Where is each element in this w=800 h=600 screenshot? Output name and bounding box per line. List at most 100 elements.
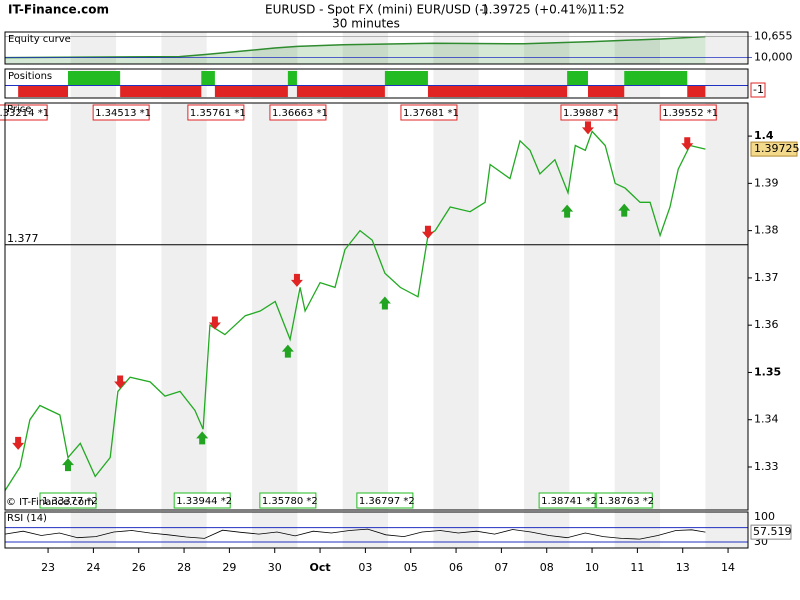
day-band	[433, 512, 479, 548]
buy-arrow	[561, 204, 574, 218]
day-band	[433, 32, 479, 64]
sell-arrow	[208, 316, 221, 330]
current-position-box	[750, 82, 766, 98]
sell-label-box	[187, 104, 245, 121]
x-tick-label: 30	[268, 561, 282, 574]
sell-label-box	[92, 104, 150, 121]
chart-title: EURUSD - Spot FX (mini) EUR/USD (-)	[265, 3, 488, 17]
y-tick-label: 1.36	[754, 318, 779, 331]
day-band	[342, 512, 389, 548]
buy-arrow	[196, 431, 209, 445]
x-tick-label: 08	[540, 561, 554, 574]
x-tick-label: 23	[41, 561, 55, 574]
buy-arrow	[62, 458, 75, 472]
day-band	[524, 512, 570, 548]
rsi-last-box	[750, 524, 792, 540]
day-band	[161, 32, 207, 64]
panel-border	[4, 68, 749, 99]
sell-label: 1.36663 *1	[272, 108, 328, 119]
buy-label: 1.33944 *2	[176, 496, 232, 507]
day-band	[705, 69, 748, 98]
y-tick-label: 1.34	[754, 413, 779, 426]
x-tick-label: Oct	[309, 561, 330, 574]
position-segment	[567, 71, 588, 85]
buy-arrow	[281, 344, 294, 358]
day-band	[705, 512, 748, 548]
buy-label-box	[39, 492, 97, 509]
position-segment	[384, 71, 428, 85]
sell-label-box	[560, 104, 618, 121]
position-segment	[287, 71, 297, 85]
x-tick-label: 03	[358, 561, 372, 574]
sell-label-box	[0, 104, 48, 121]
sell-arrow	[290, 273, 303, 287]
x-tick-label: 26	[132, 561, 146, 574]
day-band	[70, 32, 117, 64]
price-line	[4, 130, 706, 491]
position-segment	[624, 71, 688, 85]
position-segment	[687, 86, 706, 97]
panel-title: Positions	[8, 71, 52, 82]
sell-label: 1.33214 *1	[0, 108, 49, 119]
buy-label: 1.38763 *2	[598, 496, 654, 507]
panel-border	[4, 511, 749, 549]
y-tick-label: 1.33	[754, 460, 779, 473]
sell-label: 1.34513 *1	[95, 108, 151, 119]
sell-label: 1.39887 *1	[563, 108, 619, 119]
buy-label: 1.38741 *2	[541, 496, 597, 507]
x-tick-label: 06	[449, 561, 463, 574]
y-tick-label: 100	[754, 510, 775, 523]
sell-arrow	[114, 375, 127, 389]
position-segment	[296, 86, 385, 97]
sell-label-box	[269, 104, 327, 121]
x-tick-label: 10	[585, 561, 599, 574]
sell-label: 1.37681 *1	[403, 108, 459, 119]
day-band	[705, 103, 748, 510]
sell-label-box	[400, 104, 458, 121]
panel-border	[4, 31, 749, 65]
position-segment	[18, 86, 69, 97]
sell-arrow	[421, 225, 434, 239]
panel-border	[4, 102, 749, 511]
last-price-box	[750, 141, 798, 157]
sell-arrow	[681, 137, 694, 151]
buy-label-box	[538, 492, 596, 509]
current-position: -1	[753, 83, 764, 96]
x-tick-label: 11	[630, 561, 644, 574]
day-band	[614, 512, 661, 548]
x-tick-label: 29	[222, 561, 236, 574]
buy-arrow	[378, 296, 391, 310]
y-tick-label: 1.4	[754, 129, 774, 142]
day-band	[70, 103, 117, 510]
panel-title: RSI (14)	[7, 513, 47, 524]
day-band	[252, 512, 298, 548]
day-band	[614, 32, 661, 64]
level-label: 1.377	[7, 232, 39, 245]
y-tick-label: 1.39	[754, 176, 779, 189]
buy-label: 1.36797 *2	[359, 496, 415, 507]
buy-label-box	[595, 492, 653, 509]
y-tick-label: 10,655	[754, 30, 793, 43]
y-tick-label: 1.37	[754, 271, 779, 284]
position-segment	[427, 86, 568, 97]
day-band	[433, 103, 479, 510]
copyright: © IT-Finance.com	[6, 497, 94, 508]
sell-label: 1.35761 *1	[190, 108, 246, 119]
day-band	[614, 103, 661, 510]
x-tick-label: 28	[177, 561, 191, 574]
site-name: IT-Finance.com	[8, 3, 109, 17]
day-band	[161, 103, 207, 510]
day-band	[252, 103, 298, 510]
buy-label: 1.35780 *2	[262, 496, 318, 507]
day-band	[161, 512, 207, 548]
quote: 1.39725 (+0.41%)	[481, 3, 592, 17]
panel-title: Price	[7, 104, 31, 115]
position-segment	[201, 71, 215, 85]
x-tick-label: 13	[676, 561, 690, 574]
x-tick-label: 14	[721, 561, 735, 574]
position-segment	[214, 86, 288, 97]
position-segment	[68, 71, 121, 85]
rsi-last: 57.519	[753, 525, 792, 538]
y-tick-label: 1.38	[754, 224, 779, 237]
last-price: 1.39725	[754, 142, 800, 155]
